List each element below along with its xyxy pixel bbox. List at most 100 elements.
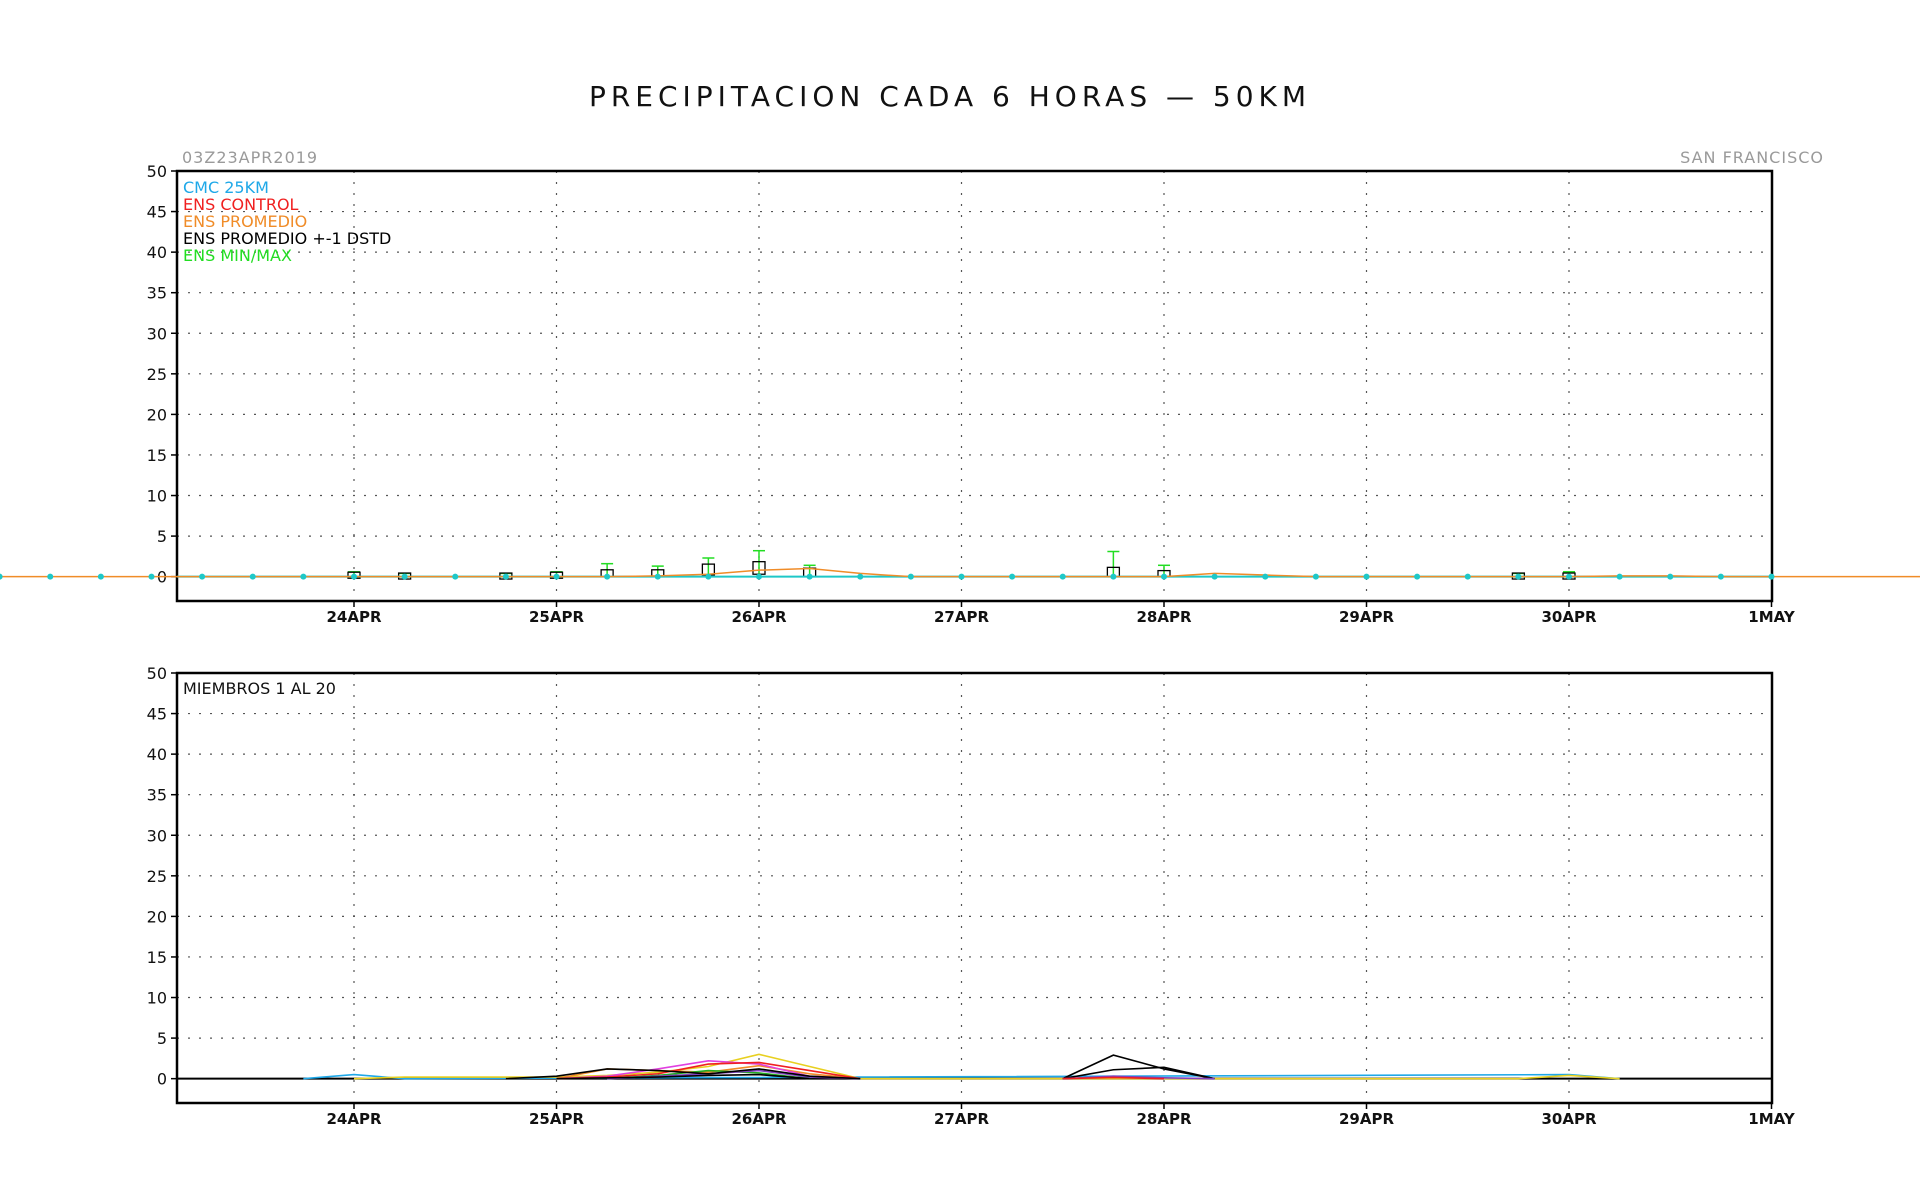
- x-tick-label: 27APR: [934, 1110, 989, 1128]
- member-line: [303, 1073, 1620, 1080]
- cmc-point: [958, 573, 965, 580]
- ensemble-summary-panel: 0 5 10 15 20 25 30 35 40 45 50 24APR 25APR 26APR 27APR…: [0, 162, 1920, 626]
- cmc-point: [553, 573, 560, 580]
- y-tick-label: 50: [147, 162, 167, 181]
- cmc-point: [249, 573, 256, 580]
- x-tick-label: 27APR: [934, 608, 989, 626]
- cmc-point: [654, 573, 661, 580]
- x-tick-label: 29APR: [1339, 608, 1394, 626]
- cmc-point: [401, 573, 408, 580]
- cmc-point: [1768, 573, 1775, 580]
- member-line: [556, 1073, 810, 1080]
- cmc-point: [1717, 573, 1724, 580]
- cmc-point: [1566, 573, 1572, 580]
- cmc-point: [907, 573, 914, 580]
- y-tick-label: 5: [157, 1029, 167, 1048]
- cmc-point: [1464, 573, 1471, 580]
- cmc-point: [199, 573, 206, 580]
- std-box: [1157, 569, 1171, 578]
- y-tick-label: 30: [147, 826, 167, 845]
- cmc-point: [1667, 573, 1674, 580]
- plot-frame: [175, 169, 1774, 603]
- member-line: [1062, 1066, 1215, 1080]
- y-tick-label: 30: [147, 324, 167, 343]
- x-tick-label: 24APR: [326, 608, 381, 626]
- std-box: [701, 563, 716, 576]
- x-tick-label: 25APR: [529, 608, 584, 626]
- cmc-point: [47, 573, 54, 580]
- cmc-point: [756, 573, 762, 580]
- x-tick-label: 28APR: [1136, 1110, 1191, 1128]
- y-tick-label: 25: [147, 365, 167, 384]
- std-box: [1106, 566, 1121, 578]
- cmc-point: [1211, 573, 1218, 580]
- member-line: [607, 1069, 810, 1080]
- cmc-point: [604, 573, 611, 580]
- y-tick-label: 45: [147, 203, 167, 222]
- y-tick-label: 35: [147, 284, 167, 303]
- cmc-point: [0, 573, 3, 580]
- cmc-point: [351, 573, 357, 580]
- x-tick-label: 26APR: [731, 608, 786, 626]
- legend-entry: ENS CONTROL: [183, 195, 299, 214]
- x-tick-label: 29APR: [1339, 1110, 1394, 1128]
- x-tick-label: 24APR: [326, 1110, 381, 1128]
- member-line: [353, 1053, 1620, 1080]
- cmc-point: [857, 573, 864, 580]
- y-tick-label: 25: [147, 867, 167, 886]
- y-tick-label: 15: [147, 948, 167, 967]
- y-tick-label: 50: [147, 664, 167, 683]
- members-panel: 0 5 10 15 20 25 30 35 40 45 50 24APR 25APR 26APR 27APR…: [147, 664, 1796, 1128]
- std-box: [397, 572, 412, 580]
- y-tick-label: 10: [147, 487, 167, 506]
- legend-entry: ENS PROMEDIO: [183, 212, 307, 231]
- legend-entry: ENS PROMEDIO +-1 DSTD: [183, 229, 391, 248]
- y-tick-label: 20: [147, 907, 167, 926]
- cmc-point: [502, 573, 509, 580]
- cmc-point: [148, 573, 155, 580]
- y-tick-label: 20: [147, 405, 167, 424]
- y-tick-label: 35: [147, 786, 167, 805]
- x-tick-label: 1MAY: [1748, 1110, 1796, 1128]
- std-box: [1562, 572, 1576, 580]
- member-line: [607, 1069, 861, 1080]
- std-box: [499, 572, 513, 580]
- std-box: [752, 561, 766, 575]
- member-line: [1062, 1054, 1215, 1080]
- cmc-point: [1312, 573, 1319, 580]
- member-line: [1062, 1076, 1165, 1080]
- std-box: [1511, 572, 1526, 580]
- std-box: [549, 571, 564, 579]
- cmc-point: [1161, 573, 1167, 580]
- member-line: [556, 1060, 861, 1080]
- std-box: [347, 571, 361, 579]
- station-label: SAN FRANCISCO: [1680, 148, 1824, 167]
- cmc-point: [1515, 573, 1522, 580]
- cmc-point: [1009, 573, 1016, 580]
- y-tick-label: 45: [147, 705, 167, 724]
- cmc-point: [452, 573, 459, 580]
- y-tick-label: 40: [147, 243, 167, 262]
- members-label: MIEMBROS 1 AL 20: [183, 679, 336, 698]
- member-line: [1062, 1075, 1215, 1080]
- chart-title: PRECIPITACION CADA 6 HORAS — 50KM: [588, 80, 1312, 113]
- cmc-point: [1363, 573, 1370, 580]
- member-line: [556, 1064, 861, 1080]
- x-tick-label: 25APR: [529, 1110, 584, 1128]
- cmc-point: [300, 573, 307, 580]
- y-tick-label: 40: [147, 745, 167, 764]
- y-tick-label: 0: [157, 1070, 167, 1089]
- std-box: [600, 569, 614, 578]
- x-tick-label: 30APR: [1541, 1110, 1596, 1128]
- member-line: [556, 1061, 861, 1080]
- x-tick-label: 1MAY: [1748, 608, 1796, 626]
- y-tick-label: 0: [157, 568, 167, 587]
- ens-promedio-line: [0, 567, 1920, 578]
- x-tick-label: 26APR: [731, 1110, 786, 1128]
- run-time-label: 03Z23APR2019: [182, 148, 319, 167]
- cmc-point: [1059, 573, 1066, 580]
- plot-frame: [175, 671, 1774, 1105]
- legend-entry: CMC 25KM: [183, 178, 269, 197]
- x-tick-label: 30APR: [1541, 608, 1596, 626]
